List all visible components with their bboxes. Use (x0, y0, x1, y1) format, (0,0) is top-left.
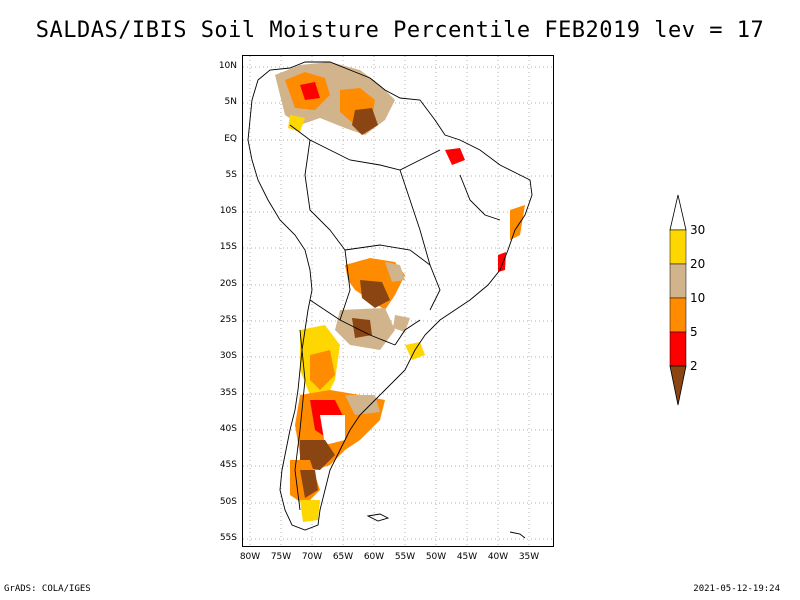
lon-label: 45W (456, 552, 478, 562)
footer-credit: GrADS: COLA/IGES (4, 584, 91, 594)
lat-label: 5S (225, 170, 237, 180)
lat-label: 5N (224, 97, 237, 107)
footer-timestamp: 2021-05-12-19:24 (693, 584, 780, 594)
lat-label: 30S (219, 351, 237, 361)
lat-label: 45S (219, 460, 237, 470)
legend-arrow-bottom (669, 365, 687, 406)
legend-swatch-5-10 (669, 297, 687, 333)
legend-label: 30 (690, 223, 706, 237)
islands (366, 513, 526, 539)
lat-label: 10S (219, 206, 237, 216)
legend-arrow-top (669, 194, 687, 231)
lon-label: 70W (301, 552, 323, 562)
lat-label: 25S (219, 315, 237, 325)
legend-swatch-20-30 (669, 229, 687, 265)
legend-label: 10 (690, 291, 706, 305)
lon-label: 50W (425, 552, 447, 562)
lat-label: 10N (218, 61, 237, 71)
legend-swatch-2-5 (669, 331, 687, 367)
grid-lines (243, 56, 553, 546)
legend-label: 2 (690, 359, 698, 373)
legend-label: 5 (690, 325, 698, 339)
lat-label: 20S (219, 279, 237, 289)
lon-label: 65W (332, 552, 354, 562)
legend-label: 20 (690, 257, 706, 271)
lon-label: 55W (394, 552, 416, 562)
map-title: SALDAS/IBIS Soil Moisture Percentile FEB… (35, 18, 765, 43)
coastlines (247, 61, 533, 531)
lat-label: 40S (219, 424, 237, 434)
lat-label: 15S (219, 242, 237, 252)
color-bar-legend (669, 194, 687, 406)
lat-label: 55S (219, 533, 237, 543)
lon-label: 80W (239, 552, 261, 562)
legend-swatch-10-20 (669, 263, 687, 299)
lon-label: 40W (487, 552, 509, 562)
lat-label: 50S (219, 497, 237, 507)
lat-label: EQ (224, 134, 237, 144)
lat-label: 35S (219, 388, 237, 398)
lon-label: 75W (270, 552, 292, 562)
lon-label: 35W (518, 552, 540, 562)
lon-label: 60W (363, 552, 385, 562)
moisture-shading (275, 62, 525, 522)
